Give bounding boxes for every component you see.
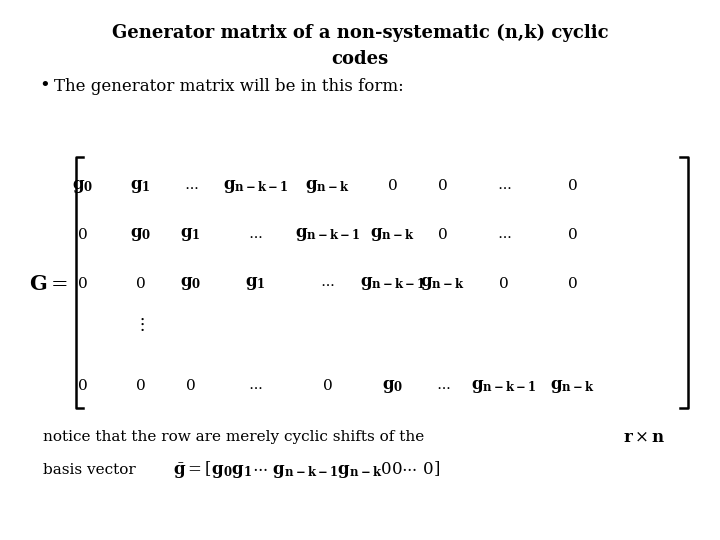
Text: $\cdots$: $\cdots$: [184, 179, 198, 193]
Text: $\mathbf{g_{1}}$: $\mathbf{g_{1}}$: [181, 226, 201, 244]
Text: 0: 0: [78, 276, 88, 291]
Text: $\mathbf{g_{{n-k}}}$: $\mathbf{g_{{n-k}}}$: [420, 275, 465, 292]
Text: $\mathbf{G}=$: $\mathbf{G}=$: [29, 273, 68, 294]
Text: $\mathbf{g_{0}}$: $\mathbf{g_{0}}$: [180, 275, 202, 292]
Text: $\mathbf{r} \times \mathbf{n}$: $\mathbf{r} \times \mathbf{n}$: [623, 429, 665, 446]
Text: $\mathbf{g_{0}}$: $\mathbf{g_{0}}$: [72, 178, 94, 195]
Text: $\mathbf{g_{{n-k-1}}}$: $\mathbf{g_{{n-k-1}}}$: [360, 275, 425, 292]
Text: $\mathbf{g_{{n-k}}}$: $\mathbf{g_{{n-k}}}$: [550, 377, 595, 395]
Text: $\mathbf{g_{{n-k}}}$: $\mathbf{g_{{n-k}}}$: [305, 178, 350, 195]
Text: $\cdots$: $\cdots$: [497, 179, 511, 193]
Text: notice that the row are merely cyclic shifts of the: notice that the row are merely cyclic sh…: [43, 430, 425, 444]
Text: 0: 0: [567, 228, 577, 242]
Text: $\mathbf{g_{1}}$: $\mathbf{g_{1}}$: [246, 275, 266, 292]
Text: $\mathbf{g_{{n-k}}}$: $\mathbf{g_{{n-k}}}$: [370, 226, 415, 244]
Text: 0: 0: [567, 179, 577, 193]
Text: $\cdots$: $\cdots$: [248, 228, 263, 242]
Text: $\mathbf{g_{{n-k-1}}}$: $\mathbf{g_{{n-k-1}}}$: [223, 178, 288, 195]
Text: $\mathbf{g_{0}}$: $\mathbf{g_{0}}$: [130, 226, 151, 244]
Text: 0: 0: [438, 179, 448, 193]
Text: $\bar{\mathbf{g}} = \left[\mathbf{g_0 g_1} \cdots\ \mathbf{g_{n-k-1} g_{n-k}} 00: $\bar{\mathbf{g}} = \left[\mathbf{g_0 g_…: [173, 460, 440, 480]
Text: 0: 0: [186, 379, 196, 393]
Text: codes: codes: [331, 50, 389, 69]
Text: $\cdots$: $\cdots$: [436, 379, 450, 393]
Text: 0: 0: [567, 276, 577, 291]
Text: 0: 0: [135, 276, 145, 291]
Text: 0: 0: [78, 228, 88, 242]
Text: $\mathbf{g_{{n-k-1}}}$: $\mathbf{g_{{n-k-1}}}$: [295, 226, 360, 244]
Text: $\cdots$: $\cdots$: [497, 228, 511, 242]
Text: basis vector: basis vector: [43, 463, 136, 477]
Text: 0: 0: [78, 379, 88, 393]
Text: $\mathbf{g_{1}}$: $\mathbf{g_{1}}$: [130, 178, 150, 195]
Text: $\mathbf{g_{{n-k-1}}}$: $\mathbf{g_{{n-k-1}}}$: [472, 377, 536, 395]
Text: The generator matrix will be in this form:: The generator matrix will be in this for…: [54, 78, 404, 95]
Text: $\mathbf{g_{0}}$: $\mathbf{g_{0}}$: [382, 377, 403, 395]
Text: $\vdots$: $\vdots$: [137, 315, 144, 333]
Text: $\cdots$: $\cdots$: [320, 276, 335, 291]
Text: 0: 0: [499, 276, 509, 291]
Text: $\cdots$: $\cdots$: [248, 379, 263, 393]
Text: 0: 0: [387, 179, 397, 193]
Text: •: •: [40, 77, 50, 96]
Text: Generator matrix of a non-systematic (n,k) cyclic: Generator matrix of a non-systematic (n,…: [112, 23, 608, 42]
Text: 0: 0: [323, 379, 333, 393]
Text: 0: 0: [135, 379, 145, 393]
Text: 0: 0: [438, 228, 448, 242]
